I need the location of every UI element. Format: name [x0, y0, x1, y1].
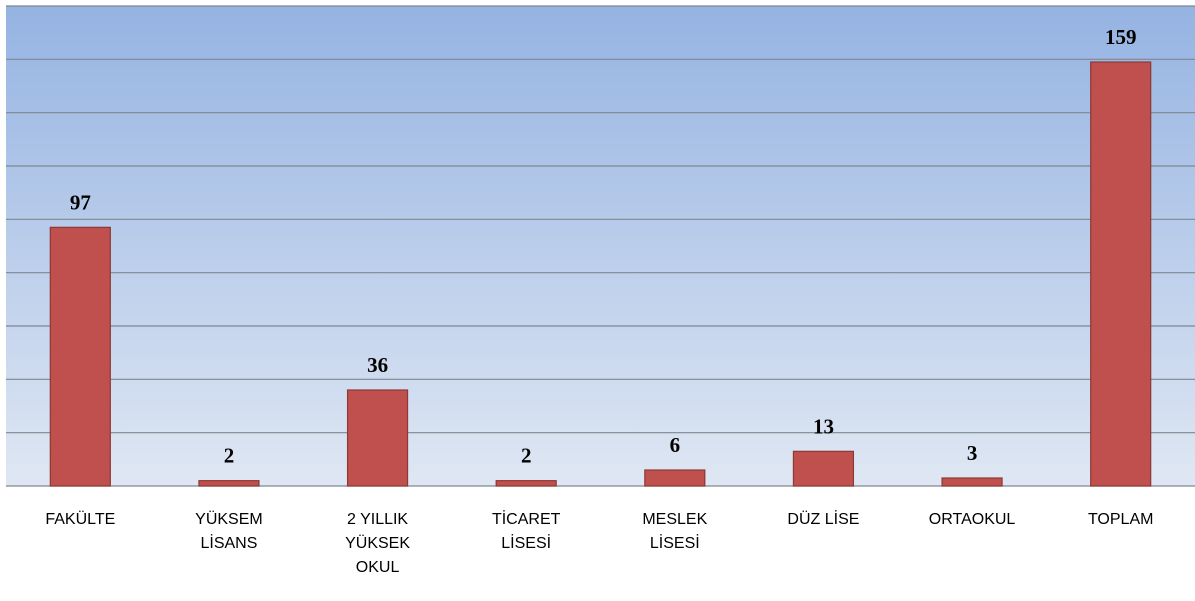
bar	[346, 389, 409, 487]
data-label: 6	[670, 433, 681, 457]
data-label: 2	[521, 444, 532, 468]
x-tick-label: YÜKSEM LİSANS	[195, 511, 263, 552]
data-label: 97	[70, 190, 91, 214]
bar	[49, 226, 111, 487]
x-tick-label: TOPLAM	[1087, 511, 1154, 528]
x-tick-label: TİCARET LİSESİ	[491, 511, 561, 552]
data-label: 159	[1105, 25, 1137, 49]
data-label: 36	[367, 353, 388, 377]
bar	[495, 480, 557, 487]
bar	[198, 480, 260, 487]
bar	[792, 450, 855, 487]
bar	[941, 477, 1003, 487]
x-tick-label: 2 YILLIK YÜKSEK OKUL	[345, 511, 411, 576]
x-tick-label: DÜZ LİSE	[787, 511, 860, 528]
data-label: 13	[813, 414, 834, 438]
data-label: 3	[967, 441, 978, 465]
x-tick-label: MESLEK LİSESİ	[642, 511, 708, 552]
bar	[1090, 61, 1152, 487]
bar	[644, 469, 706, 487]
x-tick-label: ORTAOKUL	[928, 511, 1016, 528]
plot-area	[6, 6, 1195, 486]
x-tick-label: FAKÜLTE	[45, 511, 116, 528]
data-label: 2	[224, 444, 235, 468]
